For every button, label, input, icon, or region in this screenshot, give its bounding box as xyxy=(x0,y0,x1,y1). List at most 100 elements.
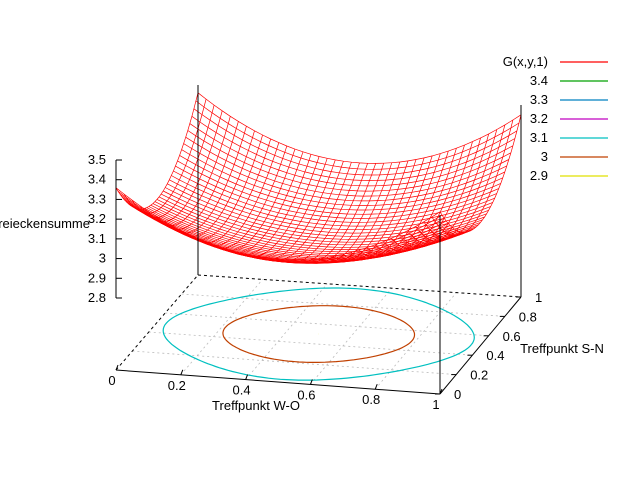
legend-label: 3 xyxy=(541,149,548,164)
surface-mesh-line xyxy=(334,159,417,262)
y-tick-label: 0.2 xyxy=(470,368,488,383)
z-tick-label: 3.2 xyxy=(88,211,106,226)
x-tick-label: 0.6 xyxy=(297,387,315,402)
y-tick-label: 0.6 xyxy=(503,329,521,344)
surface-mesh-line xyxy=(148,116,231,227)
surface-mesh-line xyxy=(374,148,457,255)
surface-mesh-line xyxy=(407,133,490,245)
surface-mesh-line xyxy=(350,155,433,260)
base-grid-line xyxy=(148,331,473,356)
surface-mesh-line xyxy=(302,163,385,264)
base-grid-line xyxy=(245,283,328,380)
surface-mesh-line xyxy=(179,155,503,211)
base-grid-line xyxy=(165,312,489,337)
contour-lines xyxy=(162,287,475,381)
surface-mesh-line xyxy=(173,170,497,223)
surface-mesh-line xyxy=(175,165,499,219)
surface-mesh-line xyxy=(383,144,465,253)
base-grid-line xyxy=(181,293,505,317)
x-tick-label: 0.4 xyxy=(233,383,251,398)
surface-mesh-line xyxy=(366,150,449,256)
surface-mesh-line xyxy=(439,114,522,233)
surface-mesh-line xyxy=(189,123,514,187)
surface-mesh-line xyxy=(285,163,368,264)
contour-line-3.1 xyxy=(162,287,475,381)
surface-mesh-line xyxy=(158,196,483,246)
y-axis-ticks: 0 0.2 0.4 0.6 0.8 1 xyxy=(435,290,542,402)
surface-mesh-line xyxy=(326,160,409,263)
legend-label: 2.9 xyxy=(530,168,548,183)
x-tick-mark xyxy=(374,384,378,390)
x-axis-label: Treffpunkt W-O xyxy=(212,398,300,413)
legend-label: 3.2 xyxy=(530,111,548,126)
surface-mesh-line xyxy=(115,92,199,210)
surface-mesh-line xyxy=(187,130,512,192)
z-tick-label: 2.8 xyxy=(88,290,106,305)
surface-mesh-line xyxy=(195,100,520,170)
surface-mesh-line xyxy=(391,141,473,250)
surface-mesh-line xyxy=(180,134,263,240)
surface-mesh-line xyxy=(310,162,393,264)
base-grid-line xyxy=(374,292,457,390)
legend: G(x,y,1) 3.4 3.3 3.2 3.1 3 2.9 xyxy=(503,54,608,183)
z-tick-label: 3 xyxy=(99,251,106,266)
base-grid-line xyxy=(132,350,457,375)
surface-mesh-line xyxy=(185,136,509,197)
surface-mesh-line xyxy=(191,116,516,181)
y-axis-line xyxy=(439,296,522,395)
surface-mesh-line xyxy=(318,161,401,264)
y-tick-label: 0.4 xyxy=(486,348,504,363)
base-edge xyxy=(115,274,199,371)
x-axis-line xyxy=(115,369,441,395)
x-tick-mark xyxy=(439,388,443,395)
surface-mesh-line xyxy=(193,108,518,176)
x-tick-label: 0.2 xyxy=(168,378,186,393)
y-axis-label: Treffpunkt S-N xyxy=(520,341,604,356)
surface-mesh-line xyxy=(423,124,506,240)
surface-mesh-line xyxy=(358,153,441,258)
base-grid-line xyxy=(180,279,263,376)
surface-mesh-line xyxy=(171,175,495,227)
surface-mesh-line xyxy=(188,138,272,244)
surface-mesh xyxy=(115,92,522,264)
legend-label: 3.1 xyxy=(530,130,548,145)
x-tick-label: 0 xyxy=(108,373,115,388)
base-grid xyxy=(132,279,505,390)
legend-label: G(x,y,1) xyxy=(503,54,548,69)
x-tick-mark xyxy=(115,364,119,371)
x-tick-label: 1 xyxy=(432,397,439,412)
z-tick-label: 2.9 xyxy=(88,270,106,285)
surface-mesh-line xyxy=(431,119,514,236)
y-tick-label: 1 xyxy=(535,290,542,305)
surface-mesh-line xyxy=(156,199,481,248)
surface-mesh-line xyxy=(181,149,505,206)
surface-mesh-line xyxy=(294,163,377,264)
surface-mesh-line xyxy=(197,92,522,164)
surface-mesh-line xyxy=(177,160,501,215)
x-tick-mark xyxy=(309,379,313,385)
z-tick-label: 3.3 xyxy=(88,191,106,206)
legend-label: 3.4 xyxy=(530,73,548,88)
surface-mesh-line xyxy=(163,190,487,240)
base-box xyxy=(115,274,522,395)
contour-line-3 xyxy=(222,305,416,363)
surface-mesh-line xyxy=(160,193,485,243)
surface-mesh-line xyxy=(342,157,425,261)
z-axis xyxy=(115,85,522,394)
z-axis-label: Dreieckensumme xyxy=(0,216,90,231)
z-tick-label: 3.5 xyxy=(88,152,106,167)
surface-mesh-line xyxy=(165,187,489,237)
x-axis-ticks: 0 0.2 0.4 0.6 0.8 1 xyxy=(108,364,443,412)
base-edge xyxy=(197,274,522,298)
z-tick-label: 3.1 xyxy=(88,231,106,246)
x-tick-mark xyxy=(245,374,249,380)
legend-label: 3.3 xyxy=(530,92,548,107)
surface-mesh-line xyxy=(183,143,507,202)
y-tick-label: 0.8 xyxy=(519,309,537,324)
x-tick-mark xyxy=(180,369,184,375)
surface-mesh-line xyxy=(156,121,239,230)
surface-mesh-line xyxy=(140,110,223,223)
z-axis-ticks: 2.8 2.9 3 3.1 3.2 3.3 3.4 3.5 xyxy=(88,152,122,305)
z-tick-label: 3.4 xyxy=(88,172,106,187)
